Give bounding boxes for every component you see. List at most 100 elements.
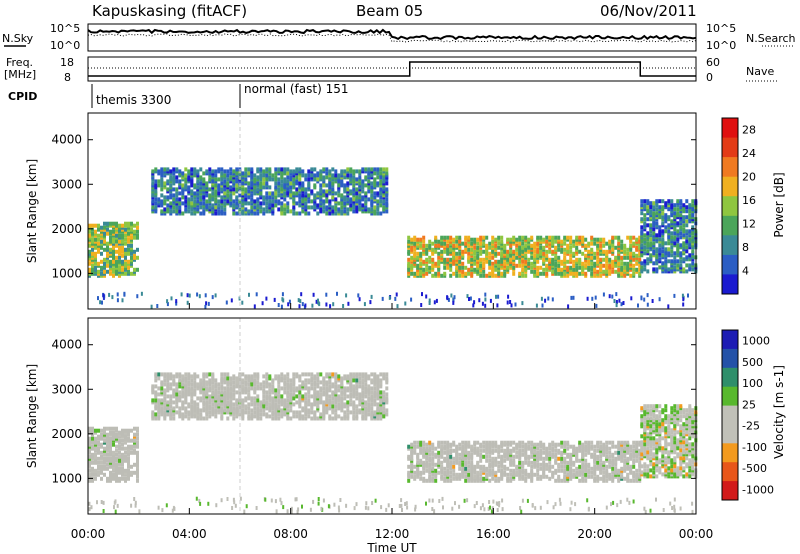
scatter-cell [157,414,161,419]
scatter-cell [518,460,522,465]
scatter-cell [685,263,689,268]
scatter-cell [352,197,356,202]
scatter-cell [545,263,549,268]
scatter-cell [491,243,495,248]
scatter-cell [103,257,106,262]
noise-cell [358,297,361,302]
scatter-cell [434,446,438,451]
scatter-cell [226,408,230,413]
scatter-cell [461,269,465,274]
scatter-cell [280,386,284,391]
scatter-cell [133,235,136,240]
noise-cell [297,298,300,303]
scatter-cell [563,255,567,260]
scatter-cell [220,195,224,200]
scatter-cell [370,406,374,411]
scatter-cell [298,410,302,415]
y-tick-label: 1000 [51,266,82,280]
scatter-cell [100,432,103,437]
scatter-cell [157,169,161,174]
scatter-cell [506,440,510,445]
scatter-cell [106,227,109,232]
scatter-cell [530,440,534,445]
scatter-cell [617,261,621,266]
scatter-cell [97,460,100,465]
scatter-cell [428,446,432,451]
scatter-cell [425,267,429,272]
scatter-cell [100,454,103,459]
scatter-cell [97,434,100,439]
scatter-cell [91,237,94,242]
scatter-cell [488,462,492,467]
noise-cell [521,301,524,306]
scatter-cell [643,237,647,242]
scatter-cell [422,476,426,481]
scatter-cell [491,255,495,260]
noise-cell [435,298,438,303]
scatter-cell [551,235,555,240]
scatter-cell [178,169,182,174]
scatter-cell [115,456,118,461]
scatter-cell [166,167,170,172]
scatter-cell [527,440,531,445]
scatter-cell [151,416,155,421]
scatter-cell [313,183,317,188]
search-noise-line [87,33,697,43]
scatter-cell [670,263,674,268]
scatter-cell [340,211,344,216]
scatter-cell [298,181,302,186]
scatter-cell [226,199,230,204]
scatter-cell [458,456,462,461]
scatter-cell [605,241,609,246]
scatter-cell [205,416,209,421]
scatter-cell [413,464,417,469]
scatter-cell [310,402,314,407]
scatter-cell [292,392,296,397]
scatter-cell [340,193,344,198]
scatter-cell [640,243,644,248]
scatter-cell [473,448,477,453]
scatter-cell [551,269,555,274]
scatter-cell [527,243,531,248]
scatter-cell [184,199,188,204]
scatter-cell [226,177,230,182]
scatter-cell [437,440,441,445]
scatter-cell [244,167,248,172]
scatter-cell [542,251,546,256]
scatter-cell [688,203,692,208]
scatter-cell [691,203,695,208]
scatter-cell [488,454,492,459]
scatter-cell [419,237,423,242]
scatter-cell [109,259,112,264]
scatter-cell [410,263,414,268]
scatter-cell [458,273,462,278]
scatter-cell [449,267,453,272]
scatter-cell [452,271,456,276]
scatter-cell [488,241,492,246]
scatter-cell [346,408,350,413]
scatter-cell [527,460,531,465]
scatter-cell [437,255,441,260]
scatter-cell [217,203,221,208]
scatter-cell [467,247,471,252]
scatter-cell [169,175,173,180]
scatter-cell [154,398,158,403]
scatter-cell [112,472,115,477]
scatter-cell [313,374,317,379]
scatter-cell [208,171,212,176]
scatter-cell [458,452,462,457]
noise-search-label: N.Search [746,32,796,45]
scatter-cell [307,211,311,216]
scatter-cell [301,173,305,178]
scatter-cell [277,412,281,417]
scatter-cell [106,426,109,431]
scatter-cell [521,460,525,465]
scatter-cell [626,261,630,266]
scatter-cell [295,175,299,180]
scatter-cell [455,265,459,270]
scatter-cell [560,239,564,244]
noise-cell [469,296,472,301]
noise-cell [673,293,676,298]
scatter-cell [217,177,221,182]
